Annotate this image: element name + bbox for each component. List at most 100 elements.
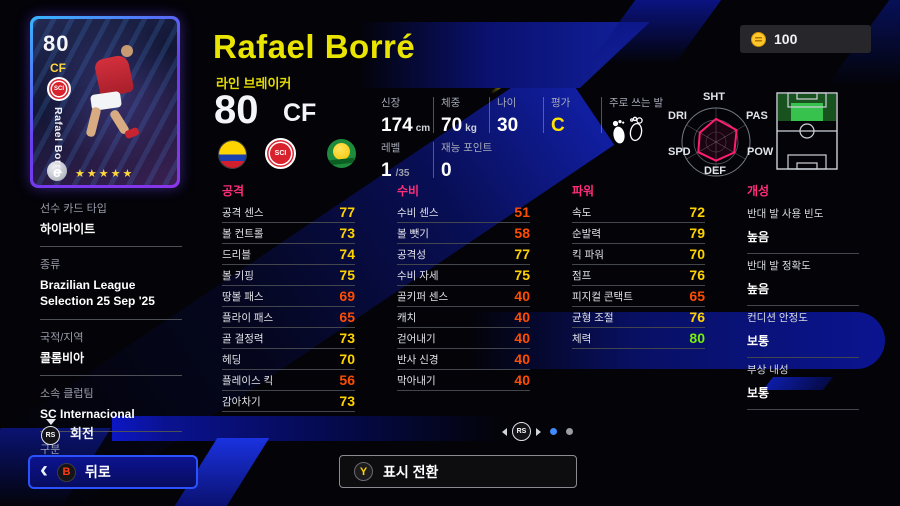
- stat-row: 볼 컨트롤 73: [222, 223, 355, 244]
- toggle-button-label: 표시 전환: [383, 463, 439, 480]
- efootball-logo-icon: e: [53, 164, 62, 181]
- stat-row: 막아내기 40: [397, 370, 530, 391]
- stat-row: 순발력 79: [572, 223, 705, 244]
- player-card: 80 CF SCI Rafael Borré e ★★★★★: [30, 16, 180, 188]
- colombia-flag-icon: [219, 141, 246, 168]
- stat-label: 반사 신경: [397, 353, 439, 366]
- player-name-title: Rafael Borré: [213, 28, 416, 65]
- ball-graphic: [47, 161, 67, 181]
- gamepad-b-icon: B: [57, 462, 76, 482]
- coin-balance: 100: [740, 25, 871, 53]
- stat-label: 수비 자세: [397, 269, 439, 282]
- stat-label: 순발력: [572, 227, 601, 240]
- stat-row: 반사 신경 40: [397, 349, 530, 370]
- rotate-card-control[interactable]: RS 회전: [41, 419, 94, 445]
- stat-row: 걷어내기 40: [397, 328, 530, 349]
- stick-press-arrow-icon: [45, 419, 56, 425]
- stat-label: 킥 파워: [572, 248, 604, 261]
- back-button-label: 뒤로: [85, 464, 111, 480]
- radar-label-spd: SPD: [668, 146, 691, 158]
- stat-label: 걷어내기: [397, 332, 436, 345]
- page-switch-control[interactable]: RS: [502, 422, 573, 441]
- radar-label-dri: DRI: [668, 110, 687, 122]
- stat-value: 51: [514, 204, 530, 220]
- radar-label-def: DEF: [704, 165, 726, 177]
- stat-label: 체력: [572, 332, 592, 345]
- stat-row: 공격 센스 77: [222, 202, 355, 223]
- stat-row: 캐치 40: [397, 307, 530, 328]
- stat-value: 40: [514, 288, 530, 304]
- preferred-foot-cell: 주로 쓰는 발: [609, 95, 663, 152]
- right-stick-icon: RS: [41, 419, 60, 445]
- page-dot-inactive: [566, 428, 573, 435]
- stat-label: 볼 뺏기: [397, 227, 429, 240]
- sidebar-field-value: SC Internacional: [40, 406, 135, 421]
- stat-value: 70: [689, 246, 705, 262]
- stat-value: 69: [339, 288, 355, 304]
- stat-value: 77: [514, 246, 530, 262]
- stat-label: 헤딩: [222, 353, 242, 366]
- stat-row: 땅볼 패스 69: [222, 286, 355, 307]
- rating-grade: C: [551, 115, 565, 136]
- divider: [543, 97, 544, 133]
- stat-value: 40: [514, 309, 530, 325]
- height-cell: 신장 174 cm: [381, 97, 431, 136]
- internacional-badge-icon: SCI: [265, 138, 296, 169]
- card-stars: ★★★★★: [75, 168, 135, 180]
- sidebar-field-label: 구분: [40, 443, 61, 456]
- stat-value: 76: [689, 267, 705, 283]
- weight-cell: 체중 70 kg: [441, 97, 477, 136]
- feet-icon: [612, 116, 643, 144]
- weight-value: 70: [441, 115, 463, 136]
- back-button[interactable]: ‹ B 뒤로: [28, 455, 198, 489]
- stat-row: 수비 자세 75: [397, 265, 530, 286]
- stat-row: 점프 76: [572, 265, 705, 286]
- stat-label: 골 결정력: [222, 332, 264, 345]
- stat-label: 속도: [572, 206, 592, 219]
- stat-label: 캐치: [397, 311, 417, 324]
- stats-column-title: 수비: [397, 184, 420, 198]
- stat-value: 65: [339, 309, 355, 325]
- card-position: CF: [50, 61, 66, 75]
- talent-points-value: 0: [441, 160, 452, 181]
- personality-label: 반대 발 사용 빈도: [747, 208, 824, 220]
- stat-value: 40: [514, 351, 530, 367]
- internacional-badge-icon: SCI: [47, 77, 71, 101]
- sidebar-field-label: 종류: [40, 259, 61, 272]
- personality-value: 보통: [747, 334, 770, 348]
- stat-row: 플라이 패스 65: [222, 307, 355, 328]
- sidebar-field-value: Brazilian League Selection 25 Sep '25: [40, 278, 155, 309]
- radar-label-pow: POW: [747, 146, 774, 158]
- personality-label: 컨디션 안정도: [747, 312, 808, 324]
- stat-label: 플라이 패스: [222, 311, 274, 324]
- stat-value: 73: [339, 225, 355, 241]
- background-swoosh: [588, 0, 722, 64]
- stats-list: 공격 센스 77 볼 컨트롤 73 드리블 74 볼 키핑 75: [222, 202, 355, 412]
- stat-label: 공격 센스: [222, 206, 264, 219]
- age-value: 30: [497, 115, 519, 136]
- sidebar-field: 소속 클럽팀 SC Internacional: [40, 385, 182, 432]
- personality-value: 높음: [747, 230, 770, 244]
- personality-row: 반대 발 사용 빈도 높음: [747, 202, 859, 254]
- personality-row: 부상 내성 보통: [747, 358, 859, 410]
- stat-value: 40: [514, 372, 530, 388]
- level-cell: 레벨 1/35: [381, 142, 410, 181]
- stats-column-title: 파워: [572, 184, 595, 198]
- stat-label: 볼 컨트롤: [222, 227, 264, 240]
- stat-value: 77: [339, 204, 355, 220]
- personality-label: 부상 내성: [747, 364, 789, 376]
- stat-label: 플레이스 킥: [222, 374, 274, 387]
- brasileirao-badge-icon: [327, 139, 356, 168]
- stat-value: 73: [339, 393, 355, 409]
- stat-value: 76: [689, 309, 705, 325]
- personality-row: 반대 발 정확도 높음: [747, 254, 859, 306]
- player-info-sidebar: 선수 카드 타입 하이라이트 종류 Brazilian League Selec…: [40, 200, 182, 496]
- stat-value: 75: [514, 267, 530, 283]
- personality-row: 컨디션 안정도 보통: [747, 306, 859, 358]
- stats-column-personality: 개성 반대 발 사용 빈도 높음 반대 발 정확도 높음 컨디션 안정도 보통: [747, 182, 859, 410]
- display-toggle-button[interactable]: Y 표시 전환: [339, 455, 577, 488]
- stat-label: 감아차기: [222, 395, 261, 408]
- stat-label: 수비 센스: [397, 206, 439, 219]
- stat-value: 72: [689, 204, 705, 220]
- stat-row: 속도 72: [572, 202, 705, 223]
